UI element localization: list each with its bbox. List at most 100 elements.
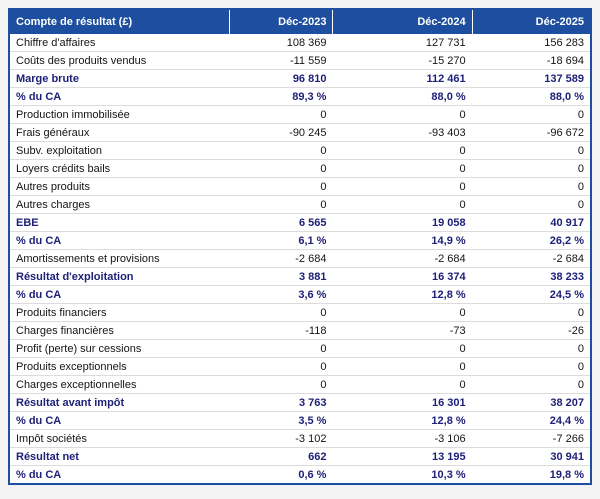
row-label: Produits financiers <box>10 303 230 321</box>
column-header-dec-2025: Déc-2025 <box>471 10 590 34</box>
row-label: % du CA <box>10 285 230 303</box>
row-label: % du CA <box>10 231 230 249</box>
row-value: 89,3 % <box>229 87 333 105</box>
table-row: Impôt sociétés -3 102 -3 106 -7 266 <box>10 429 590 447</box>
table-row: Production immobilisée 0 0 0 <box>10 105 590 123</box>
table-row: Résultat net 662 13 195 30 941 <box>10 447 590 465</box>
row-value: 6 565 <box>229 213 333 231</box>
row-value: -2 684 <box>471 249 590 267</box>
row-value: 0 <box>332 177 472 195</box>
row-value: 40 917 <box>471 213 590 231</box>
row-value: 0 <box>471 159 590 177</box>
row-value: 3 881 <box>229 267 333 285</box>
row-value: 137 589 <box>471 69 590 87</box>
table-row: % du CA 0,6 % 10,3 % 19,8 % <box>10 465 590 483</box>
row-value: 0 <box>471 141 590 159</box>
row-value: 156 283 <box>544 36 584 49</box>
row-value: 0 <box>229 177 333 195</box>
row-value: -15 270 <box>332 51 472 69</box>
row-value: 96 810 <box>229 69 333 87</box>
row-value: 0 <box>229 141 333 159</box>
row-label: % du CA <box>10 411 230 429</box>
table-row: Frais généraux -90 245 -93 403 -96 672 <box>10 123 590 141</box>
row-value: 0 <box>229 339 333 357</box>
row-value: 10,3 % <box>332 465 472 483</box>
row-value: 14,9 % <box>332 231 472 249</box>
row-value: -18 694 <box>471 51 590 69</box>
row-value: 108 369 <box>286 36 327 49</box>
row-label: Production immobilisée <box>10 105 230 123</box>
row-value: 0 <box>229 159 333 177</box>
row-label: Profit (perte) sur cessions <box>10 339 230 357</box>
row-value: 0 <box>471 375 590 393</box>
table-row: Autres charges 0 0 0 <box>10 195 590 213</box>
row-label: Résultat net <box>10 447 230 465</box>
row-label: Autres charges <box>10 195 230 213</box>
row-value: 88,0 % <box>332 87 472 105</box>
row-value: -11 559 <box>229 51 333 69</box>
row-value: 0 <box>332 105 472 123</box>
table-header-row: Compte de résultat (£) Déc-2023 Déc-2024… <box>10 10 590 34</box>
row-value: -26 <box>471 321 590 339</box>
row-value: 6,1 % <box>229 231 333 249</box>
table-row: Subv. exploitation 0 0 0 <box>10 141 590 159</box>
row-label: Chiffre d'affaires <box>16 36 96 49</box>
row-value: 0 <box>229 303 333 321</box>
row-label: Résultat avant impôt <box>10 393 230 411</box>
table-row: % du CA 89,3 % 88,0 % 88,0 % <box>10 87 590 105</box>
row-value: 0 <box>332 303 472 321</box>
row-value: 0 <box>332 141 472 159</box>
row-value: 24,4 % <box>471 411 590 429</box>
row-value: 0 <box>332 159 472 177</box>
row-value: 38 233 <box>471 267 590 285</box>
table-row: Profit (perte) sur cessions 0 0 0 <box>10 339 590 357</box>
row-label: Résultat d'exploitation <box>10 267 230 285</box>
row-value: 88,0 % <box>471 87 590 105</box>
row-label: Charges exceptionnelles <box>10 375 230 393</box>
row-value: 0 <box>229 375 333 393</box>
row-value: -3 102 <box>229 429 333 447</box>
row-value: 3 763 <box>229 393 333 411</box>
table-row: % du CA 6,1 % 14,9 % 26,2 % <box>10 231 590 249</box>
row-value: -93 403 <box>332 123 472 141</box>
row-label: Frais généraux <box>10 123 230 141</box>
row-value: 0 <box>471 177 590 195</box>
row-value: 0 <box>332 339 472 357</box>
table-row: % du CA 3,5 % 12,8 % 24,4 % <box>10 411 590 429</box>
row-value: 16 374 <box>332 267 472 285</box>
table-title: Compte de résultat (£) <box>10 10 230 34</box>
row-value: 0 <box>332 375 472 393</box>
table-row: Charges exceptionnelles 0 0 0 <box>10 375 590 393</box>
row-value: 16 301 <box>332 393 472 411</box>
row-value: 3,5 % <box>229 411 333 429</box>
table-row: Coûts des produits vendus -11 559 -15 270-… <box>10 51 590 69</box>
table-row: Loyers crédits bails 0 0 0 <box>10 159 590 177</box>
row-label: Marge brute <box>10 69 230 87</box>
column-header-dec-2023: Déc-2023 <box>229 10 333 34</box>
row-value: 0 <box>471 105 590 123</box>
row-value: 0 <box>332 195 472 213</box>
table-row: Chiffre d'affaires 108 369 127 731 156 283 <box>10 34 590 51</box>
table-row: Résultat avant impôt 3 763 16 301 38 207 <box>10 393 590 411</box>
income-statement-body: Chiffre d'affaires 108 369 127 731 156 283 C… <box>10 34 590 483</box>
row-value: -96 672 <box>471 123 590 141</box>
row-value: 3,6 % <box>229 285 333 303</box>
row-label: Subv. exploitation <box>10 141 230 159</box>
table-row: Charges financières -118 -73 -26 <box>10 321 590 339</box>
row-value: 19 058 <box>332 213 472 231</box>
table-row: Marge brute 96 810 112 461 137 589 <box>10 69 590 87</box>
row-value: 38 207 <box>471 393 590 411</box>
income-statement-table: Compte de résultat (£) Déc-2023 Déc-2024… <box>8 8 592 485</box>
row-value: -118 <box>229 321 333 339</box>
table-row: % du CA 3,6 % 12,8 % 24,5 % <box>10 285 590 303</box>
row-value: -90 245 <box>229 123 333 141</box>
row-value: 0 <box>471 339 590 357</box>
row-value: -3 106 <box>332 429 472 447</box>
table-row: Produits financiers 0 0 0 <box>10 303 590 321</box>
table-row: EBE 6 565 19 058 40 917 <box>10 213 590 231</box>
table-row: Amortissements et provisions -2 684 -2 684… <box>10 249 590 267</box>
row-label: Impôt sociétés <box>10 429 230 447</box>
row-label: Loyers crédits bails <box>10 159 230 177</box>
row-value: -73 <box>332 321 472 339</box>
